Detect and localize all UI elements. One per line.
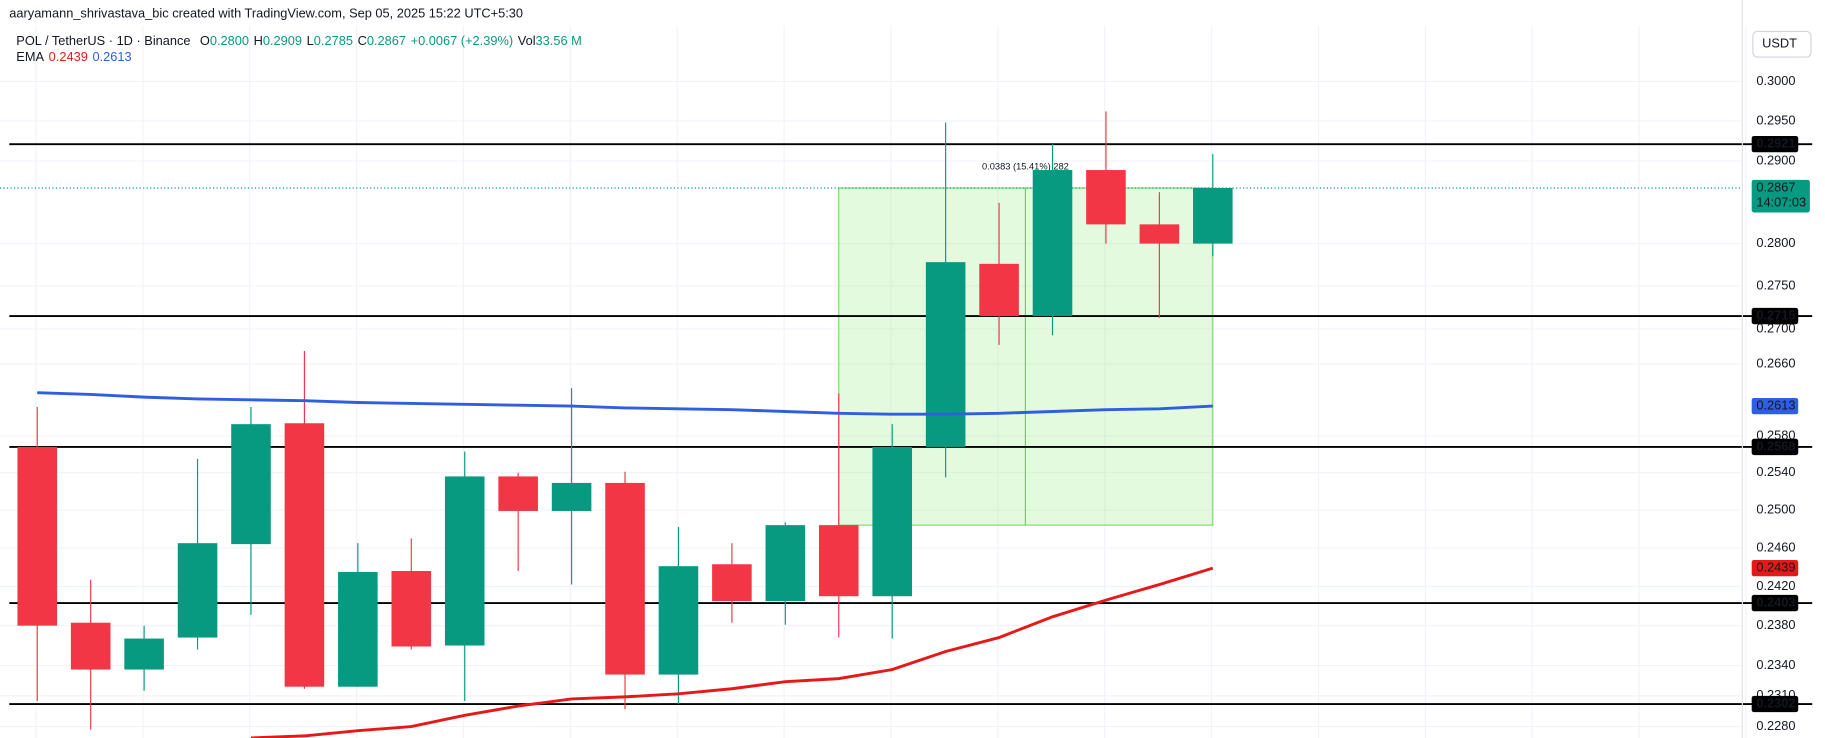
credit: aaryamann_shrivastava_bic created with T… [9,5,523,20]
y-tick-label: 0.2500 [1756,501,1795,516]
candle-body [872,446,912,597]
ohlc-value: 0.2909 [263,33,302,48]
symbol: POL / TetherUS · 1D · Binance [16,33,190,48]
level-tag [1751,438,1799,456]
symbol-legend: POL / TetherUS · 1D · Binance O0.2800 H0.2… [16,33,582,48]
last-price-tag [1751,179,1810,213]
candle-body [925,262,966,447]
candle-body [1193,188,1233,244]
ema-line [250,566,1214,738]
level-label: 0.2568 [1756,438,1795,453]
candle-body [712,564,752,602]
candle-body [818,525,859,597]
candle-body [17,446,58,626]
y-tick-label: 0.2950 [1756,112,1795,127]
candle-body [391,570,432,647]
ema-price-tag [1751,559,1799,577]
level-tag [1751,135,1799,153]
candle-body [605,482,645,675]
ohlc-value: 0.2785 [314,33,353,48]
ohlc-key: H [254,33,263,48]
y-tick-label: 0.2800 [1756,235,1795,250]
level-label: 0.2715 [1756,307,1795,322]
candle-body [124,638,164,670]
level-label: 0.2302 [1756,695,1795,710]
y-tick-label: 0.2460 [1756,539,1795,554]
candle-body [231,424,271,545]
ema-value: 0.2439 [49,50,88,65]
plot: 0.0383 (15.41%) 282 [0,111,1813,738]
level-tag [1751,307,1799,325]
candle-body [338,571,378,687]
y-tick-label: 0.2750 [1756,277,1795,292]
candle-body [498,476,538,511]
candle-body [1139,224,1180,244]
ohlc-key: L [307,33,314,48]
candle-body [551,482,592,511]
ohlc-key: O [200,33,210,48]
candle-body [765,525,806,602]
y-tick-label: 0.2540 [1756,464,1795,479]
y-tick-label: 0.2900 [1756,152,1795,167]
countdown: 14:07:03 [1756,195,1806,210]
level-tag [1751,594,1799,612]
candle-body [1086,170,1126,225]
ema-legend: EMA 0.2439 0.2613 [16,50,131,65]
ema-price-tag [1751,397,1799,415]
y-tick-label: 0.2700 [1756,320,1795,335]
y-tick-label: 0.2280 [1756,718,1795,733]
vol-key: Vol [518,33,536,48]
ohlc-key: C [358,33,367,48]
y-tick-label: 0.2340 [1756,657,1795,672]
ema-key: EMA [16,50,44,65]
currency-button[interactable] [1752,30,1812,58]
vol: 33.56 M [536,33,582,48]
candle-body [444,476,485,646]
ohlc-value: 0.2800 [210,33,249,48]
ohlc-value: 0.2867 [367,33,406,48]
candle-body [284,423,325,687]
ema-price-label: 0.2613 [1756,397,1795,412]
level-tag [1751,695,1799,713]
y-tick-label: 0.2380 [1756,617,1795,632]
candle-body [177,543,218,638]
y-tick-label: 0.2420 [1756,578,1795,593]
last-price-label: 0.2867 [1756,179,1795,194]
currency[interactable]: USDT [1762,36,1797,51]
y-tick-label: 0.3000 [1756,73,1795,88]
level-label: 0.2403 [1756,594,1795,609]
candle-body [658,566,699,675]
change: +0.0067 (+2.39%) [411,33,513,48]
ema-line [37,391,1213,416]
y-tick-label: 0.2660 [1756,356,1795,371]
level-label: 0.2921 [1756,136,1795,151]
candle-body [1032,170,1073,317]
candle-body [979,263,1019,317]
y-tick-label: 0.2580 [1756,427,1795,442]
measure-label: 0.0383 (15.41%) 282 [982,162,1069,172]
ema-value: 0.2613 [92,50,131,65]
candle-body [70,622,111,670]
ema-price-label: 0.2439 [1756,559,1795,574]
